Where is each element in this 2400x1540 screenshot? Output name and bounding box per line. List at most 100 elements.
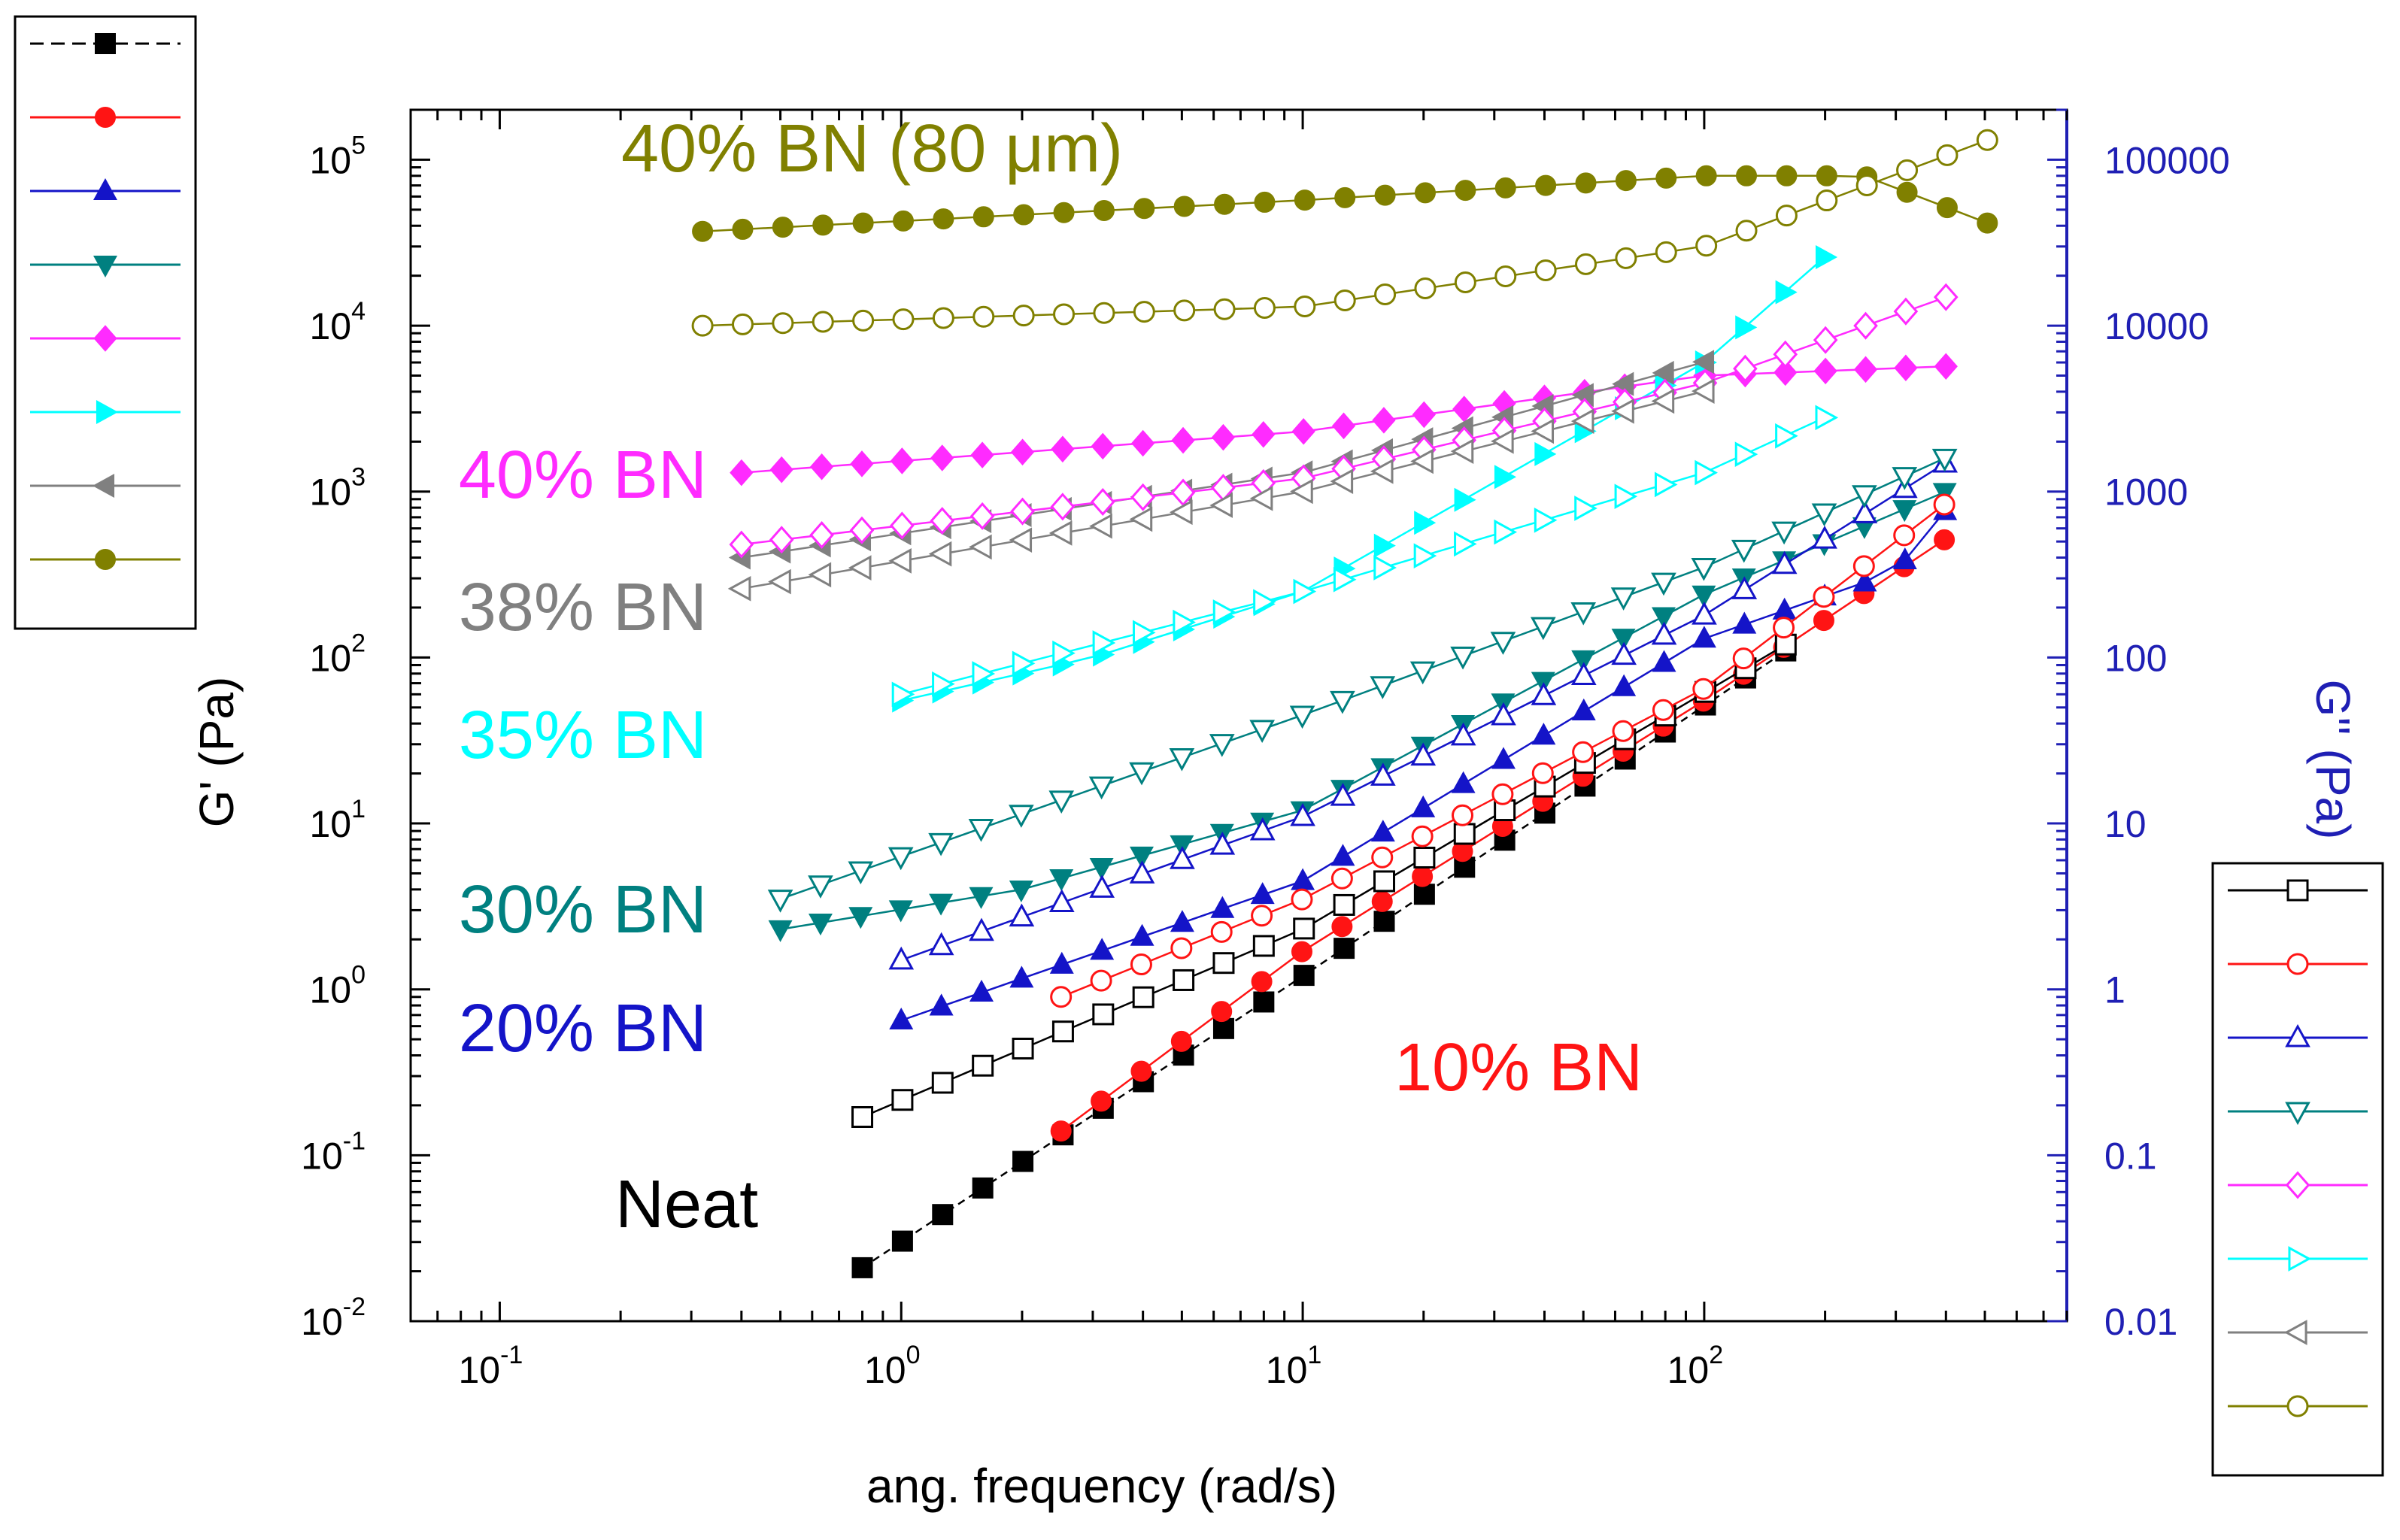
data-point xyxy=(1734,441,1758,468)
data-point xyxy=(1611,629,1636,651)
data-point xyxy=(1133,620,1156,646)
data-point xyxy=(972,1177,994,1199)
x-axis: 10-1 100 101 102 xyxy=(409,110,2068,1391)
data-point xyxy=(809,520,834,550)
legend-marker xyxy=(2283,1320,2307,1345)
data-point xyxy=(1454,487,1476,512)
data-point xyxy=(1010,497,1035,526)
data-point xyxy=(970,441,994,468)
data-point xyxy=(1210,920,1233,943)
data-point xyxy=(1494,519,1518,545)
data-point xyxy=(1091,1090,1112,1112)
data-point xyxy=(1252,935,1275,957)
data-point xyxy=(849,516,875,544)
data-point xyxy=(1691,557,1717,581)
data-point xyxy=(1531,671,1555,694)
data-point xyxy=(1089,513,1112,539)
data-point xyxy=(891,1089,914,1111)
data-point xyxy=(1133,301,1155,323)
data-point xyxy=(768,920,793,942)
data-point xyxy=(1089,857,1114,881)
data-point xyxy=(1009,880,1033,903)
data-point xyxy=(1534,259,1557,281)
data-point xyxy=(930,507,955,535)
data-point xyxy=(1614,484,1638,510)
data-point xyxy=(1371,846,1394,869)
legend-marker xyxy=(2285,1102,2310,1126)
data-point xyxy=(1129,506,1153,532)
data-point xyxy=(848,555,872,581)
data-point xyxy=(1092,1003,1115,1026)
data-point xyxy=(1013,204,1035,226)
data-point xyxy=(1209,734,1235,757)
data-point xyxy=(1289,705,1315,729)
data-point xyxy=(732,218,754,240)
data-point xyxy=(1451,771,1476,793)
y-right-tick-label: 1 xyxy=(2104,969,2125,1011)
data-point xyxy=(1534,507,1558,533)
data-point xyxy=(1409,661,1436,685)
data-point xyxy=(1410,742,1437,766)
data-point xyxy=(1575,253,1597,275)
data-point xyxy=(929,993,954,1016)
data-point xyxy=(1977,212,1998,234)
data-point xyxy=(1654,471,1678,498)
data-point xyxy=(1655,241,1677,263)
data-point xyxy=(1133,198,1155,220)
data-point xyxy=(1933,493,1955,516)
data-point xyxy=(1374,184,1396,206)
data-point xyxy=(1050,493,1076,521)
data-point xyxy=(1491,783,1514,805)
series-9 xyxy=(1050,493,1955,1008)
data-point xyxy=(1934,529,1955,550)
data-point xyxy=(1731,539,1757,563)
data-point xyxy=(1212,1017,1234,1039)
data-point xyxy=(1334,186,1356,208)
data-point xyxy=(852,309,875,332)
series-11 xyxy=(767,448,1958,913)
data-point xyxy=(1009,903,1035,927)
data-point xyxy=(1692,601,1717,625)
data-point xyxy=(691,314,714,337)
data-point xyxy=(1294,296,1316,318)
data-point xyxy=(968,819,994,842)
series-4 xyxy=(730,353,1958,487)
data-point xyxy=(888,548,912,574)
data-point xyxy=(1372,407,1396,434)
data-point xyxy=(1453,823,1476,845)
data-point xyxy=(1651,607,1676,629)
data-point xyxy=(1611,641,1637,665)
data-point xyxy=(1012,650,1036,677)
annotation-40bn-80um: 40% BN (80 μm) xyxy=(621,111,1123,186)
annotations: 40% BN (80 μm) 40% BN 38% BN 35% BN 30% … xyxy=(459,111,1643,1242)
data-point xyxy=(1813,326,1838,354)
data-point xyxy=(1934,353,1958,380)
data-point xyxy=(1855,174,1878,196)
data-point xyxy=(1731,576,1758,599)
data-point xyxy=(1330,783,1356,806)
data-point xyxy=(808,914,833,936)
data-point xyxy=(1813,357,1837,385)
data-point xyxy=(1254,191,1276,213)
y-left-tick-exponent: 0 xyxy=(351,961,366,990)
data-point xyxy=(1052,640,1076,666)
data-point xyxy=(850,450,874,477)
legend-marker xyxy=(96,400,119,424)
data-point xyxy=(969,502,995,530)
data-point xyxy=(1412,865,1434,887)
data-point xyxy=(1370,820,1395,842)
legend-marker xyxy=(2286,879,2309,902)
data-point xyxy=(1732,611,1757,634)
y-left-tick-exponent: 3 xyxy=(351,463,366,492)
data-point xyxy=(1130,923,1154,946)
data-point xyxy=(1811,503,1837,527)
data-point xyxy=(928,541,952,567)
data-point xyxy=(972,206,994,228)
data-point xyxy=(1249,720,1275,743)
data-point xyxy=(1249,485,1273,511)
data-point xyxy=(1129,762,1154,786)
data-point xyxy=(889,1007,914,1030)
data-point xyxy=(1892,500,1917,523)
data-point xyxy=(1692,626,1716,648)
data-point xyxy=(812,311,834,333)
